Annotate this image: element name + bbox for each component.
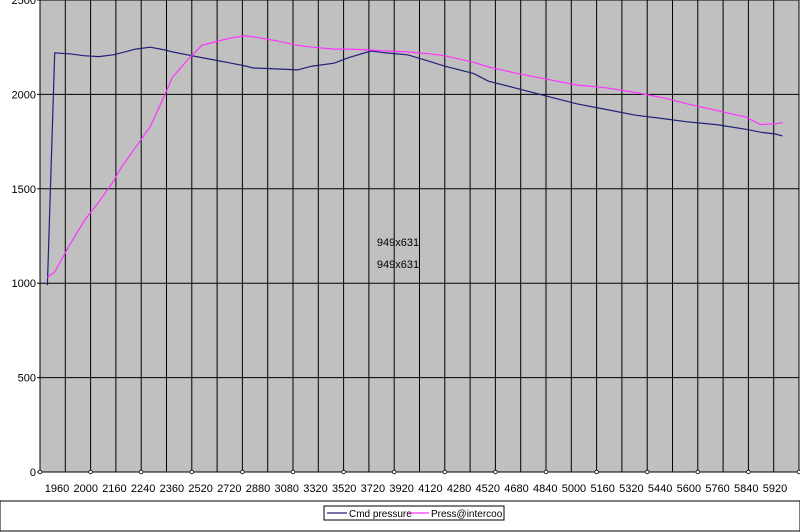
- series-line-press-intercoo: [47, 35, 783, 278]
- x-tick-label: 5600: [677, 483, 701, 495]
- x-tick-mark: [543, 469, 549, 475]
- x-tick-label: 4120: [418, 483, 442, 495]
- x-tick-label: 4520: [476, 483, 500, 495]
- x-tick-mark: [493, 469, 498, 475]
- x-tick-label: 5160: [590, 483, 614, 495]
- x-tick-mark: [746, 469, 751, 475]
- legend-label: Cmd pressure: [349, 509, 412, 520]
- x-tick-label: 5440: [648, 483, 672, 495]
- x-tick-label: 2520: [188, 483, 212, 495]
- x-tick-label: 4280: [447, 483, 471, 495]
- x-tick-mark: [442, 469, 447, 475]
- y-tick-label: 1000: [12, 278, 36, 290]
- x-tick-mark: [138, 469, 144, 475]
- legend-label: Press@intercoo: [431, 509, 503, 520]
- x-tick-label: 4680: [504, 483, 528, 495]
- x-tick-label: 4840: [533, 483, 557, 495]
- overlay-text: 949x631: [377, 237, 419, 249]
- x-tick-label: 5760: [705, 483, 729, 495]
- x-tick-label: 2720: [217, 483, 241, 495]
- x-tick-mark: [240, 469, 245, 475]
- x-tick-label: 2160: [102, 483, 126, 495]
- legend-frame: [0, 500, 800, 532]
- y-tick-label: 2500: [12, 0, 36, 7]
- x-tick-mark: [88, 469, 93, 475]
- x-tick-label: 3920: [389, 483, 413, 495]
- x-tick-label: 5320: [619, 483, 643, 495]
- x-tick-label: 3520: [332, 483, 356, 495]
- x-tick-mark: [189, 469, 194, 475]
- x-tick-mark: [392, 469, 397, 475]
- y-tick-label: 1500: [12, 184, 36, 196]
- x-tick-label: 5920: [763, 483, 787, 495]
- x-tick-label: 5840: [734, 483, 758, 495]
- x-tick-mark: [645, 469, 650, 475]
- y-tick-label: 0: [30, 467, 36, 479]
- x-tick-mark: [341, 469, 346, 475]
- x-tick-label: 1960: [45, 483, 69, 495]
- x-tick-label: 3320: [303, 483, 327, 495]
- x-tick-mark: [594, 469, 599, 475]
- x-tick-label: 2000: [73, 483, 97, 495]
- series-line-cmd-pressure: [46, 46, 783, 286]
- x-tick-mark: [796, 469, 800, 475]
- x-tick-mark: [290, 469, 296, 475]
- x-tick-label: 2240: [131, 483, 155, 495]
- x-tick-label: 5000: [562, 483, 586, 495]
- x-tick-label: 2880: [246, 483, 270, 495]
- x-tick-label: 3720: [361, 483, 385, 495]
- x-tick-label: 2360: [160, 483, 184, 495]
- overlay-text: 949x631: [377, 259, 419, 271]
- x-tick-mark: [37, 469, 43, 475]
- y-tick-label: 500: [18, 373, 36, 385]
- x-tick-mark: [695, 469, 700, 475]
- y-tick-label: 2000: [12, 89, 36, 101]
- x-tick-label: 3080: [275, 483, 299, 495]
